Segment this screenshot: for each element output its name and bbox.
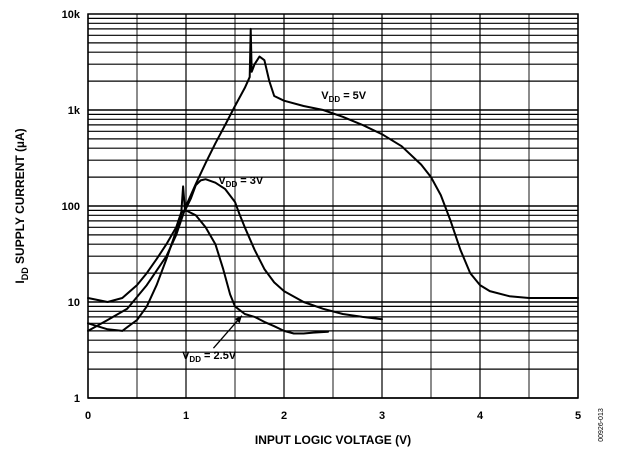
series-label-5v-sub: DD <box>329 95 341 104</box>
x-axis-ticks: 0 1 2 3 4 5 <box>85 410 581 422</box>
x-tick-label: 5 <box>575 410 581 422</box>
y-axis-label: IDD SUPPLY CURRENT (µA) <box>13 128 30 283</box>
chart-annotation-pointer <box>212 315 243 349</box>
x-tick-label: 4 <box>477 410 484 422</box>
plot-frame <box>87 13 579 399</box>
y-axis-label-sub: DD <box>20 267 30 280</box>
series-label-5v-rest: = 5V <box>340 90 367 102</box>
chart-grid <box>87 14 579 399</box>
y-tick-label: 1 <box>74 393 80 405</box>
chart-curves <box>87 27 579 335</box>
pointer-arrowhead <box>234 315 242 324</box>
x-tick-label: 2 <box>281 410 287 422</box>
series-line-2-5v <box>87 209 330 335</box>
series-line-3v <box>87 178 383 332</box>
x-tick-label: 0 <box>85 410 91 422</box>
series-label-5v: VDD = 5V <box>321 90 367 104</box>
y-tick-label: 100 <box>62 201 80 213</box>
series-label-3v-main: V <box>218 175 226 187</box>
series-label-3v-sub: DD <box>226 180 238 189</box>
series-label-2-5v-rest: = 2.5V <box>201 350 237 362</box>
x-tick-label: 3 <box>379 410 385 422</box>
series-line-5v <box>87 27 579 332</box>
series-label-2-5v-main: V <box>182 350 190 362</box>
series-label-2-5v-sub: DD <box>189 355 201 364</box>
y-tick-label: 10 <box>68 297 80 309</box>
pointer-line <box>212 315 243 349</box>
y-axis-ticks: 1 10 100 1k 10k <box>62 9 81 405</box>
series-label-2-5v: VDD = 2.5V <box>182 350 237 364</box>
y-axis-label-rest: SUPPLY CURRENT (µA) <box>13 128 27 267</box>
figure-code: 00926-013 <box>598 408 605 442</box>
series-label-3v-rest: = 3V <box>237 175 264 187</box>
y-axis-label-main: I <box>13 280 27 283</box>
series-label-3v: VDD = 3V <box>218 175 264 189</box>
series-label-5v-main: V <box>321 90 329 102</box>
y-tick-label: 10k <box>62 9 81 21</box>
x-tick-label: 1 <box>183 410 189 422</box>
x-axis-label: INPUT LOGIC VOLTAGE (V) <box>255 433 411 447</box>
y-tick-label: 1k <box>68 105 81 117</box>
